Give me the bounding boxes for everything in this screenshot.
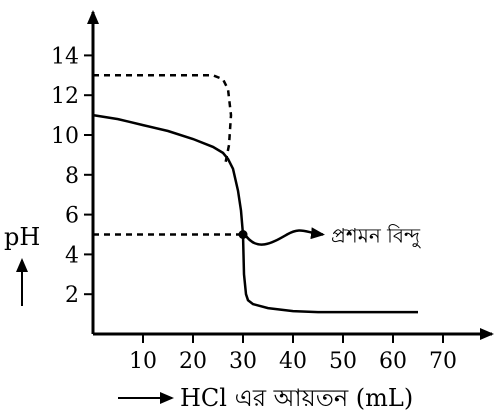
x-axis-title: HCl এর আয়তন (mL) — [180, 384, 413, 412]
y-ticks: 2 4 6 8 10 12 14 — [51, 44, 93, 308]
x-tick-label: 60 — [379, 349, 407, 374]
y-axis-title: pH — [4, 223, 40, 251]
dashed-titration-curve — [93, 74, 233, 164]
y-tick-label: 2 — [65, 283, 79, 308]
y-tick-label: 4 — [65, 243, 79, 268]
x-tick-label: 10 — [129, 349, 157, 374]
equivalence-point-label: প্রশমন বিন্দু — [331, 224, 421, 249]
y-tick-label: 8 — [65, 164, 79, 189]
equivalence-pointer-arrow — [243, 227, 325, 246]
solid-titration-curve — [92, 113, 418, 314]
y-tick-label: 12 — [51, 84, 79, 109]
y-tick-label: 10 — [51, 124, 79, 149]
x-tick-label: 70 — [429, 349, 457, 374]
x-tick-label: 30 — [229, 349, 257, 374]
x-tick-label: 40 — [279, 349, 307, 374]
y-tick-label: 14 — [51, 44, 79, 69]
x-tick-label: 20 — [179, 349, 207, 374]
x-ticks: 10 20 30 40 50 60 70 — [129, 334, 457, 374]
y-tick-label: 6 — [65, 204, 79, 229]
x-tick-label: 50 — [329, 349, 357, 374]
